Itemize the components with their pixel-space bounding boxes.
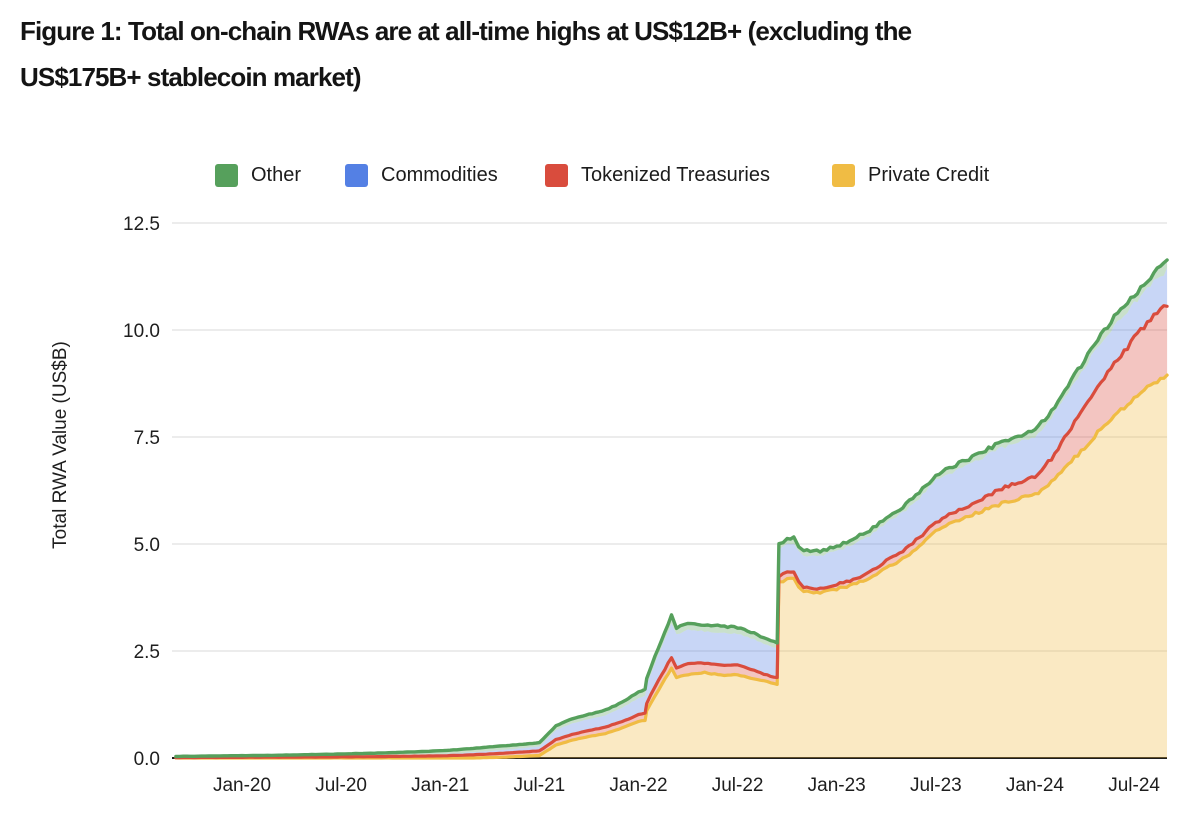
legend-item-commodities: Commodities — [345, 162, 498, 188]
legend-label-commodities: Commodities — [381, 163, 498, 186]
legend-swatch-commodities-icon — [345, 163, 368, 187]
x-tick-label: Jan-22 — [609, 775, 667, 796]
x-tick-label: Jan-23 — [808, 775, 866, 796]
y-tick-label: 10.0 — [123, 321, 160, 342]
line-tokenized-treasuries — [174, 304, 1169, 760]
y-axis-title: Total RWA Value (US$B) — [50, 341, 71, 549]
x-tick-label: Jul-21 — [513, 775, 565, 796]
legend-swatch-other-icon — [215, 163, 238, 187]
legend-label-private-credit: Private Credit — [868, 163, 990, 186]
area-private-credit — [172, 375, 1168, 758]
figure-title: Figure 1: Total on-chain RWAs are at all… — [20, 8, 1190, 100]
x-tick-label: Jan-20 — [213, 775, 271, 796]
legend-label-tokenized-treasuries: Tokenized Treasuries — [581, 163, 770, 186]
legend-label-other: Other — [251, 163, 302, 186]
x-tick-label: Jul-23 — [910, 775, 962, 796]
y-tick-label: 2.5 — [134, 642, 160, 663]
x-tick-label: Jul-20 — [315, 775, 367, 796]
figure-title-line-2: US$175B+ stablecoin market) — [20, 62, 361, 92]
legend-item-other: Other — [215, 162, 301, 188]
y-tick-label: 12.5 — [123, 214, 160, 235]
legend-item-tokenized-treasuries: Tokenized Treasuries — [545, 162, 770, 188]
legend-item-private-credit: Private Credit — [832, 162, 989, 188]
y-tick-label: 5.0 — [134, 535, 160, 556]
legend-swatch-private-credit-icon — [832, 163, 855, 187]
figure-title-line-1: Figure 1: Total on-chain RWAs are at all… — [20, 16, 912, 46]
x-tick-label: Jul-24 — [1108, 775, 1160, 796]
x-tick-label: Jan-21 — [411, 775, 469, 796]
x-tick-label: Jan-24 — [1006, 775, 1065, 796]
y-tick-label: 0.0 — [134, 749, 160, 770]
legend-swatch-tokenized-treasuries-icon — [545, 163, 568, 187]
y-tick-label: 7.5 — [134, 428, 160, 449]
line-other — [174, 258, 1169, 759]
x-tick-label: Jul-22 — [712, 775, 764, 796]
